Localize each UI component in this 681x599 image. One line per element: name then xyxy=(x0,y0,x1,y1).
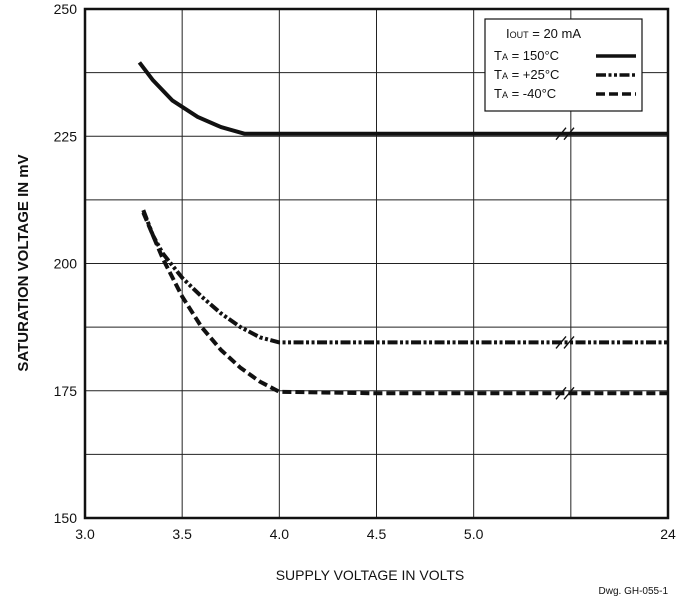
grid-lines xyxy=(85,9,668,518)
y-tick-label: 150 xyxy=(54,510,78,526)
axis-break-mark xyxy=(563,386,575,400)
series-lines xyxy=(137,61,668,396)
axis-break-marks xyxy=(555,127,575,400)
axis-break-mark xyxy=(555,386,567,400)
legend: IOUT = 20 mA TA = 150°C TA = +25°C TA = -4… xyxy=(484,18,643,112)
series-line-2 xyxy=(141,209,668,345)
x-tick-label: 24 xyxy=(660,526,676,542)
y-tick-label: 225 xyxy=(54,128,78,144)
x-tick-label: 5.0 xyxy=(464,526,484,542)
axis-break-mark xyxy=(563,127,575,141)
x-tick-label: 3.0 xyxy=(75,526,95,542)
series-line-1 xyxy=(137,61,668,136)
legend-label-3: TA = -40°C xyxy=(494,86,556,101)
legend-header: IOUT = 20 mA xyxy=(506,26,581,41)
x-tick-labels: 3.0 3.5 4.0 4.5 5.0 24 xyxy=(75,526,676,542)
axis-break-mark xyxy=(555,127,567,141)
drawing-number: Dwg. GH-055-1 xyxy=(599,586,669,597)
y-axis-label: SATURATION VOLTAGE IN mV xyxy=(15,154,32,371)
y-tick-label: 200 xyxy=(54,256,78,272)
y-tick-label: 175 xyxy=(54,383,78,399)
axis-break-mark xyxy=(563,335,575,349)
axis-break-mark xyxy=(555,335,567,349)
x-axis-label: SUPPLY VOLTAGE IN VOLTS xyxy=(276,567,465,583)
y-tick-label: 250 xyxy=(54,1,78,17)
x-tick-label: 4.0 xyxy=(270,526,290,542)
series-line-3 xyxy=(141,211,668,396)
legend-label-2: TA = +25°C xyxy=(494,67,559,82)
y-tick-labels: 150 175 200 225 250 xyxy=(54,1,78,526)
plot-frame xyxy=(83,7,670,520)
x-tick-label: 4.5 xyxy=(367,526,387,542)
x-tick-label: 3.5 xyxy=(172,526,192,542)
legend-label-1: TA = 150°C xyxy=(494,48,559,63)
